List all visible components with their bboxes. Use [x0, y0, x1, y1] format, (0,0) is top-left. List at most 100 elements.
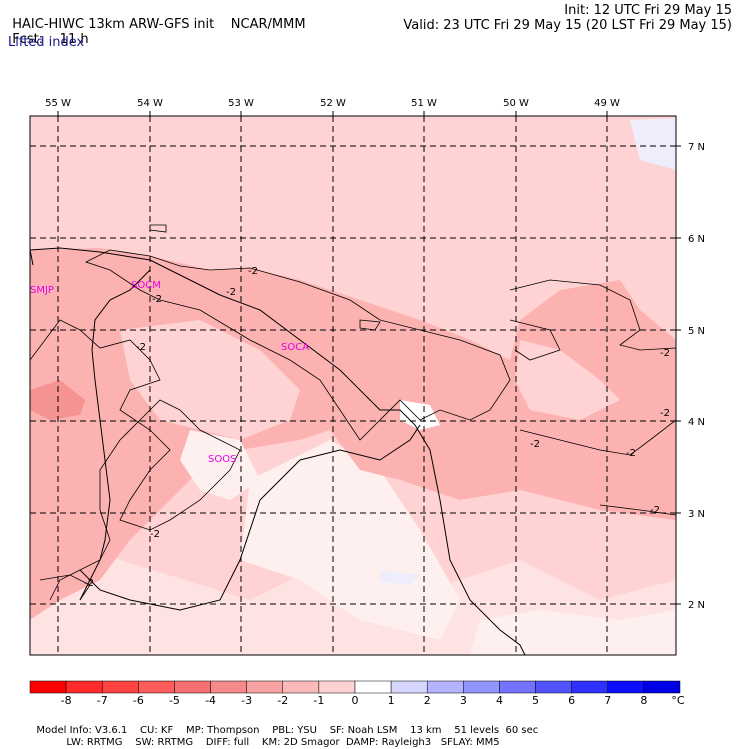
colorbar-swatch: [65, 680, 103, 694]
colorbar-swatch: [463, 680, 500, 694]
lon-label: 52 W: [320, 98, 346, 109]
colorbar-swatch: [426, 680, 464, 694]
footer-item: Model Info: V3.6.1: [36, 725, 128, 736]
lon-label: 54 W: [137, 98, 163, 109]
footer-line2: LW: RRTMG SW: RRTMG DIFF: full KM: 2D Sm…: [60, 725, 500, 749]
colorbar-swatch: [390, 680, 428, 694]
footer-item: SFLAY: MM5: [440, 737, 500, 748]
station-label: SOCM: [131, 280, 161, 291]
contour-label: -2: [660, 348, 670, 359]
contour-label: -2: [84, 578, 94, 589]
field-coastal-light: [240, 440, 460, 640]
colorbar-tick: 5: [532, 694, 539, 707]
colorbar-swatch: [318, 680, 356, 694]
colorbar-tick: 7: [604, 694, 611, 707]
lat-label: 4 N: [688, 417, 705, 428]
colorbar-swatch: [101, 680, 139, 694]
colorbar-tick: -4: [205, 694, 216, 707]
colorbar-tick: -5: [169, 694, 180, 707]
contour-label: -2: [226, 287, 236, 298]
lifted-index-field: [30, 116, 676, 655]
axis-ticks: [57, 111, 681, 605]
contour-labels: -2 -2 -2 -2 -2 -2 -2 -2 -2 -2 -2: [84, 266, 670, 589]
footer-item: SW: RRTMG: [135, 737, 194, 748]
field-minus1-east: [515, 340, 620, 420]
field-blue-patch2: [630, 118, 676, 170]
colorbar-tick: 8: [640, 694, 647, 707]
field-name: Lifted index: [8, 35, 85, 50]
lat-lon-grid: [30, 116, 676, 655]
colorbar-tick: 2: [424, 694, 431, 707]
colorbar-swatch: [210, 680, 247, 694]
colorbar-swatch: [499, 680, 536, 694]
colorbar-swatch: [607, 680, 645, 694]
colorbar-tick: 0: [352, 694, 359, 707]
footer-item: PBL: YSU: [272, 725, 317, 736]
footer-item: CU: KF: [140, 725, 174, 736]
footer-line1: Model Info: V3.6.1 CU: KF MP: Thompson P…: [30, 713, 538, 737]
field-minus1-inner: [120, 320, 300, 440]
init-time: Init: 12 UTC Fri 29 May 15: [564, 3, 732, 18]
station-label: SOCA: [281, 342, 309, 353]
forecast-hour: Fcst: 11 h: [12, 32, 89, 47]
contour-lines: [30, 224, 676, 601]
lat-label: 7 N: [688, 142, 705, 153]
colorbar-swatch: [138, 680, 175, 694]
contour-label: -2: [150, 529, 160, 540]
model-title: HAIC-HIWC 13km ARW-GFS init NCAR/MMM: [12, 17, 306, 32]
lat-label: 6 N: [688, 234, 705, 245]
colorbar-tick: 1: [388, 694, 395, 707]
coastline: [30, 247, 526, 655]
contour-label: -2: [650, 505, 660, 516]
colorbar-swatch: [246, 680, 284, 694]
colorbar-swatch: [282, 680, 320, 694]
colorbar-swatch: [535, 680, 572, 694]
contour-label: -2: [136, 342, 146, 353]
contour-label: -2: [660, 408, 670, 419]
latitude-labels: 7 N 6 N 5 N 4 N 3 N 2 N: [688, 142, 705, 611]
contour-label: -2: [152, 294, 162, 305]
colorbar: [29, 680, 681, 694]
colorbar-unit: °C: [671, 694, 685, 707]
colorbar-swatch: [643, 680, 681, 694]
lon-label: 51 W: [411, 98, 437, 109]
colorbar-swatch: [571, 680, 609, 694]
colorbar-swatch: [29, 680, 67, 694]
map-frame: [29, 115, 677, 656]
colorbar-tick: 3: [460, 694, 467, 707]
footer-item: 60 sec: [505, 725, 539, 736]
colorbar-tick: -6: [133, 694, 144, 707]
longitude-labels: 55 W 54 W 53 W 52 W 51 W 50 W 49 W: [45, 98, 620, 109]
contour-label: -2: [626, 448, 636, 459]
footer-item: MP: Thompson: [185, 725, 260, 736]
colorbar-swatch: [174, 680, 211, 694]
field-blue-patch1: [380, 570, 420, 585]
colorbar-tick: 4: [496, 694, 503, 707]
footer-item: 13 km: [410, 725, 442, 736]
lat-label: 2 N: [688, 600, 705, 611]
valid-time: Valid: 23 UTC Fri 29 May 15 (20 LST Fri …: [403, 18, 732, 33]
contour-label: -2: [530, 439, 540, 450]
colorbar-tick-labels: -8 -7 -6 -5 -4 -3 -2 -1 0 1 2 3 4 5 6 7 8: [61, 694, 648, 707]
colorbar-swatch: [354, 680, 392, 694]
footer-item: DAMP: Rayleigh3: [346, 737, 432, 748]
footer-item: KM: 2D Smagor: [261, 737, 340, 748]
colorbar-tick: -2: [277, 694, 288, 707]
lat-label: 3 N: [688, 509, 705, 520]
colorbar-tick: -3: [241, 694, 252, 707]
lon-label: 49 W: [594, 98, 620, 109]
footer-item: LW: RRTMG: [66, 737, 123, 748]
station-label: SMJP: [30, 285, 54, 296]
station-label: SOOS: [208, 454, 236, 465]
contour-label: -2: [248, 266, 258, 277]
lon-label: 55 W: [45, 98, 71, 109]
colorbar-tick: 6: [568, 694, 575, 707]
field-warm-spot: [400, 400, 440, 430]
station-labels: SMJP SOCM SOCA SOOS: [30, 280, 309, 465]
field-southeast-light: [470, 610, 676, 655]
field-minus0-pocket: [180, 430, 260, 500]
footer-item: DIFF: full: [205, 737, 250, 748]
footer-item: 51 levels: [454, 725, 500, 736]
lon-label: 53 W: [228, 98, 254, 109]
